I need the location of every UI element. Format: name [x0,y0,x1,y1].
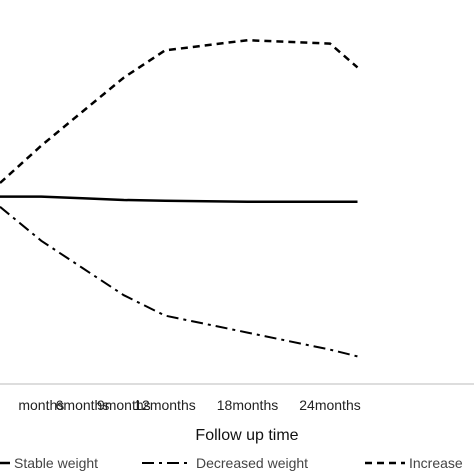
x-axis-title: Follow up time [195,427,298,444]
legend-label: Stable weight [14,455,98,471]
series-line-increased-weight [0,38,359,184]
x-tick-label: 18months [217,397,278,413]
x-tick-label: 6months [56,397,110,413]
x-tick-label: months [18,397,64,413]
legend: Stable weight Decreased weight Increase [0,455,463,471]
legend-label: Increase [409,455,463,471]
series-line-decreased-weight [0,206,358,358]
x-tick-label: 9months [97,397,151,413]
x-tick-label: 24months [299,397,360,413]
x-tick-label: 12months [134,397,195,413]
series-lines [0,38,359,358]
legend-label: Decreased weight [196,455,308,471]
series-line-stable-weight [0,195,358,203]
